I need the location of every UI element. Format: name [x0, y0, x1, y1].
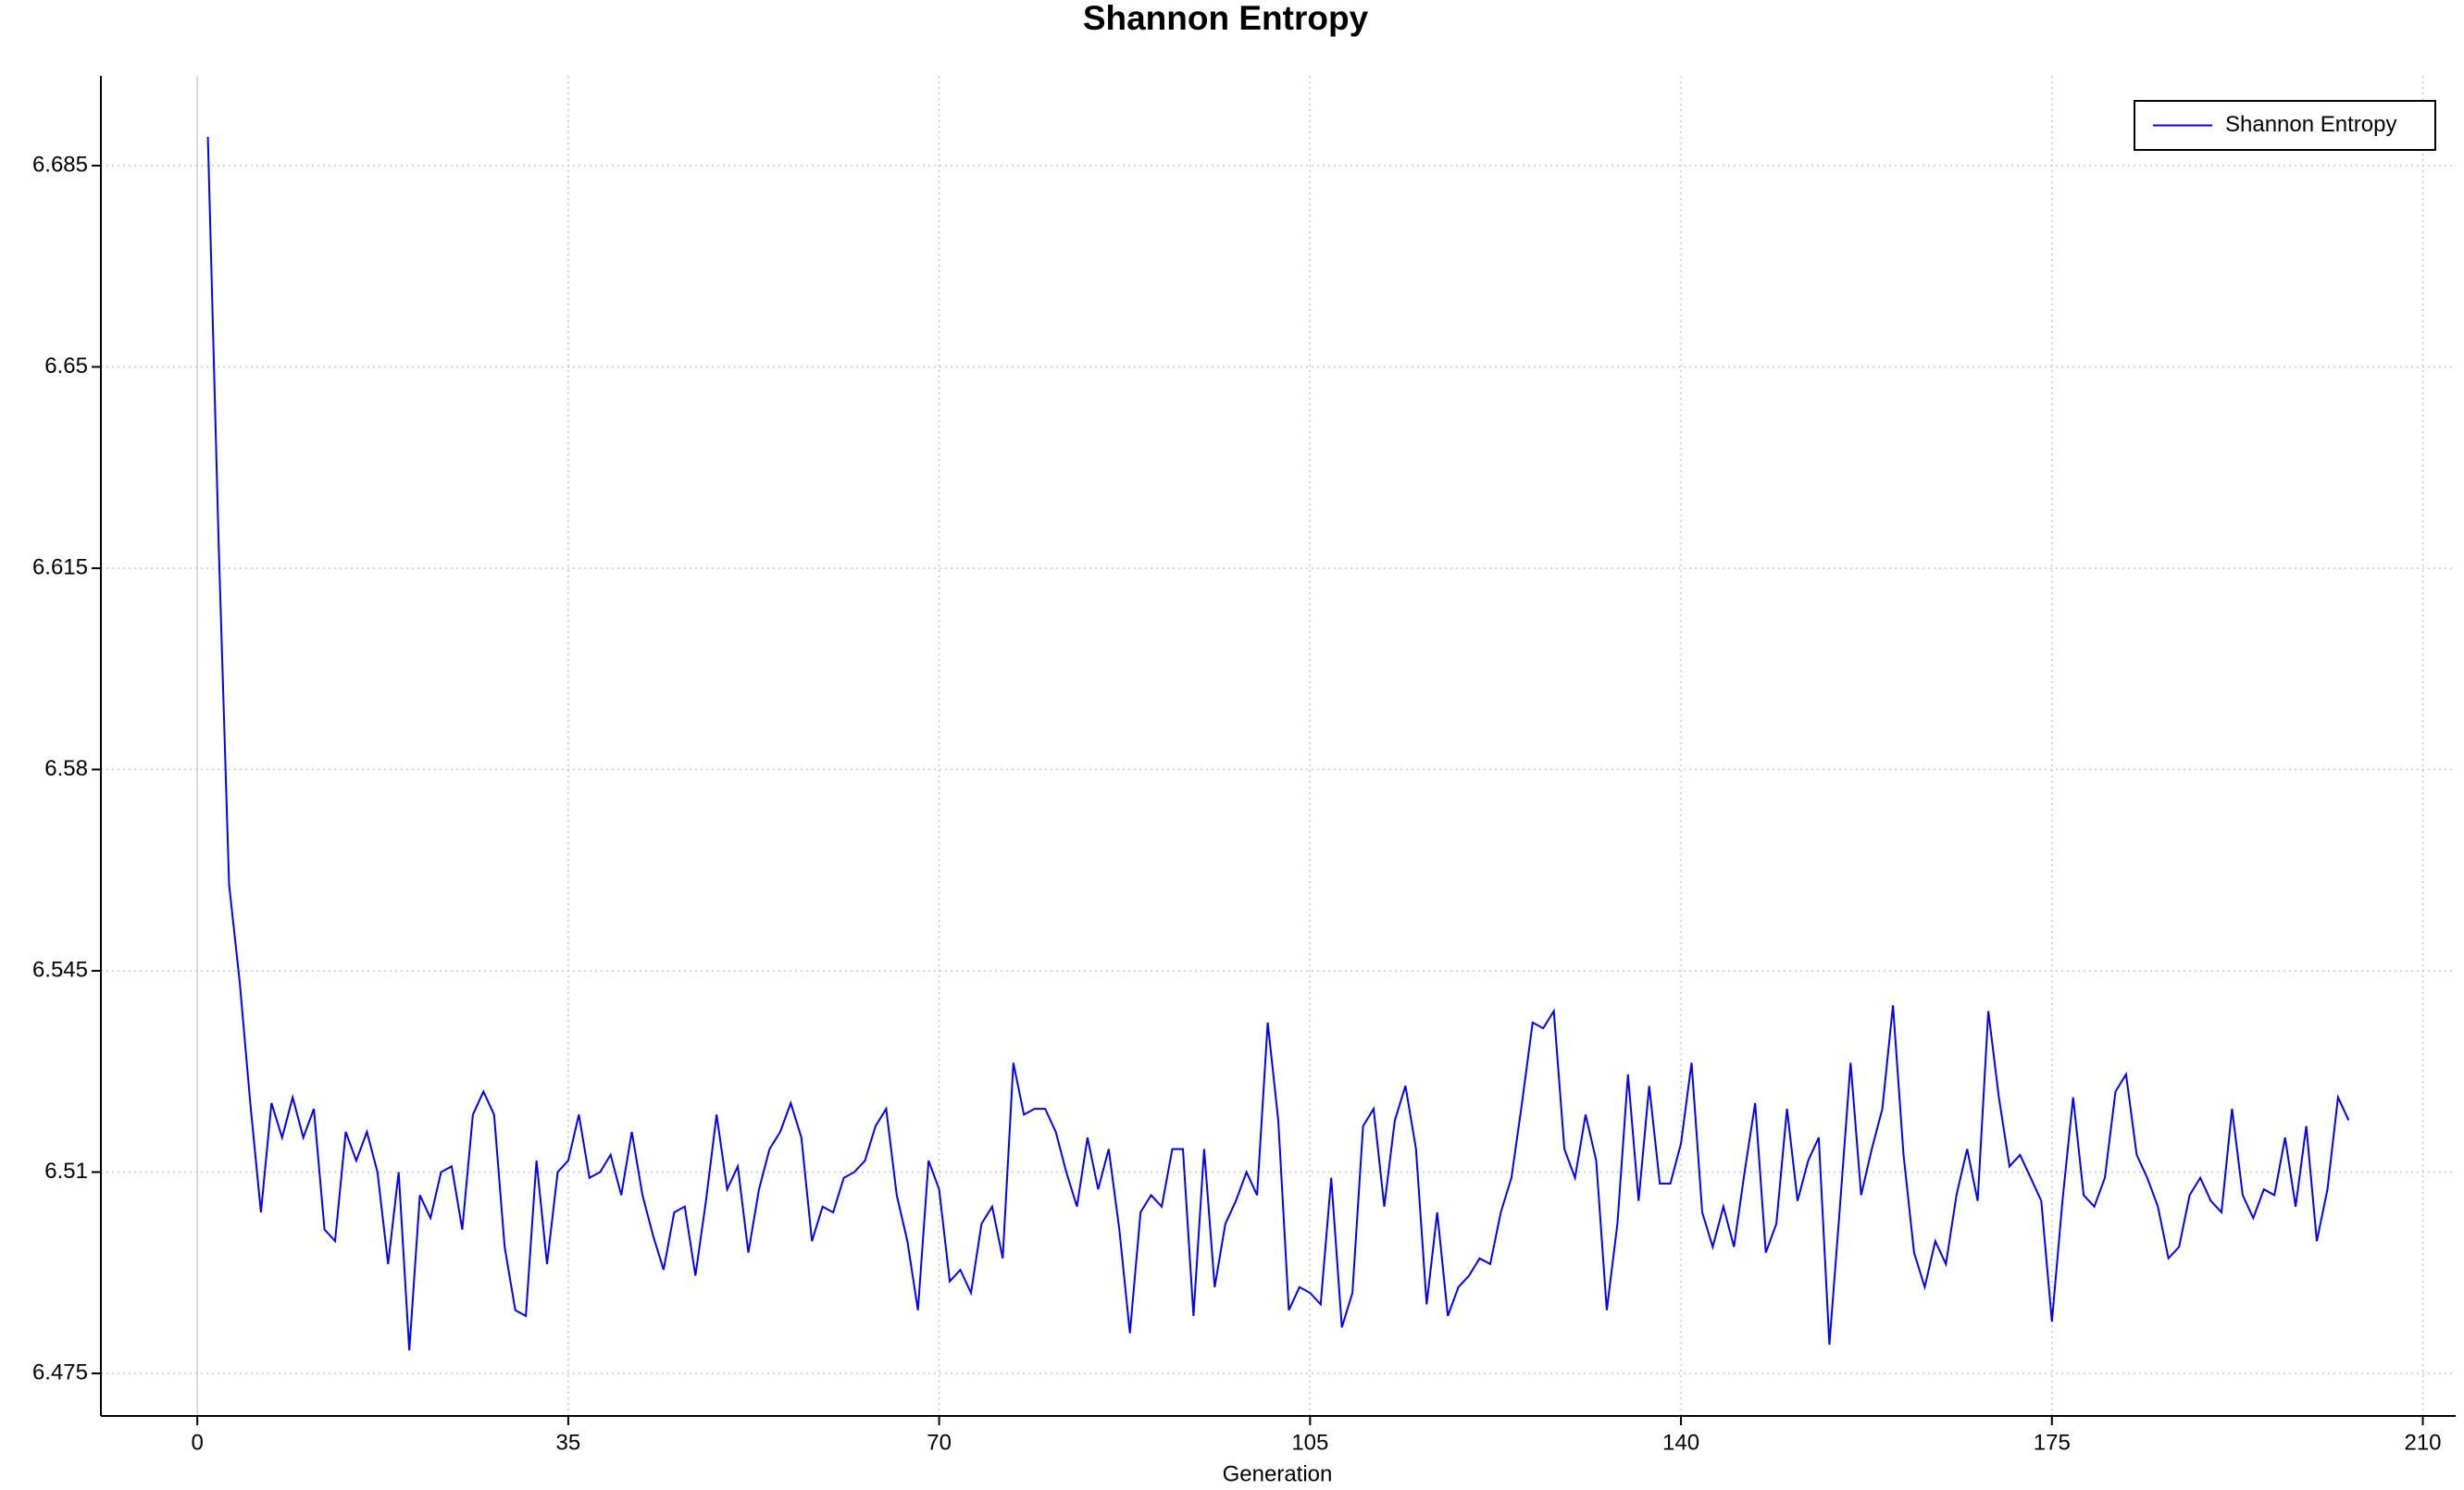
y-tick-label: 6.65	[44, 354, 88, 379]
y-tick-label: 6.51	[44, 1159, 88, 1184]
data-line	[206, 136, 2350, 1351]
x-tick-label: 0	[192, 1430, 204, 1455]
chart-title: Shannon Entropy	[1083, 0, 1369, 37]
y-tick-label: 6.685	[32, 152, 88, 177]
x-tick-label: 210	[2404, 1430, 2441, 1455]
y-tick-label: 6.475	[32, 1360, 88, 1384]
y-tick-label: 6.615	[32, 554, 88, 579]
x-tick-label: 70	[927, 1430, 952, 1455]
y-tick-label: 6.545	[32, 957, 88, 982]
legend-label: Shannon Entropy	[2225, 112, 2396, 137]
x-tick-label: 140	[1662, 1430, 1699, 1455]
x-axis-label: Generation	[1223, 1461, 1333, 1486]
y-tick-label: 6.58	[44, 756, 88, 781]
x-tick-label: 175	[2034, 1430, 2071, 1455]
x-tick-label: 105	[1291, 1430, 1328, 1455]
x-tick-label: 35	[556, 1430, 581, 1455]
